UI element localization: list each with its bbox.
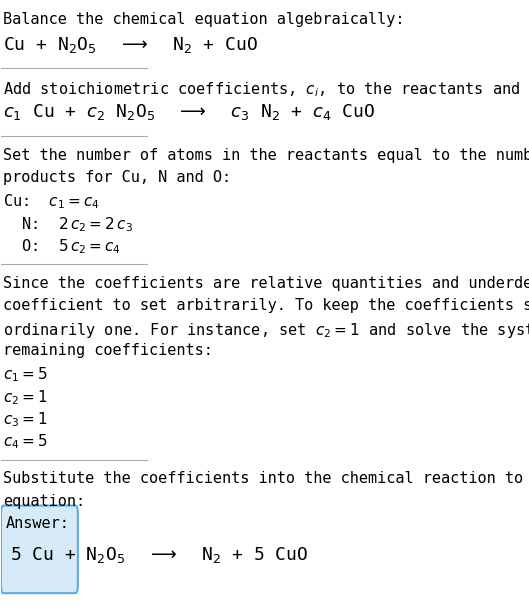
- Text: Substitute the coefficients into the chemical reaction to obtain the balanced: Substitute the coefficients into the che…: [3, 472, 529, 486]
- FancyBboxPatch shape: [1, 506, 78, 593]
- Text: equation:: equation:: [3, 493, 85, 509]
- Text: Set the number of atoms in the reactants equal to the number of atoms in the: Set the number of atoms in the reactants…: [3, 148, 529, 163]
- Text: ordinarily one. For instance, set $c_2 = 1$ and solve the system of equations fo: ordinarily one. For instance, set $c_2 =…: [3, 320, 529, 340]
- Text: $c_1 = 5$: $c_1 = 5$: [3, 365, 48, 384]
- Text: 5 Cu + N$_2$O$_5$  $\longrightarrow$  N$_2$ + 5 CuO: 5 Cu + N$_2$O$_5$ $\longrightarrow$ N$_2…: [10, 545, 308, 565]
- Text: products for Cu, N and O:: products for Cu, N and O:: [3, 170, 231, 185]
- Text: coefficient to set arbitrarily. To keep the coefficients small, the arbitrary va: coefficient to set arbitrarily. To keep …: [3, 299, 529, 313]
- Text: O:  $5\,c_2 = c_4$: O: $5\,c_2 = c_4$: [3, 237, 121, 256]
- Text: $c_3 = 1$: $c_3 = 1$: [3, 410, 48, 429]
- Text: Add stoichiometric coefficients, $c_i$, to the reactants and products:: Add stoichiometric coefficients, $c_i$, …: [3, 80, 529, 99]
- Text: remaining coefficients:: remaining coefficients:: [3, 343, 213, 358]
- Text: $c_1$ Cu + $c_2$ N$_2$O$_5$  $\longrightarrow$  $c_3$ N$_2$ + $c_4$ CuO: $c_1$ Cu + $c_2$ N$_2$O$_5$ $\longrighta…: [3, 103, 375, 123]
- Text: Cu:  $c_1 = c_4$: Cu: $c_1 = c_4$: [3, 192, 100, 211]
- Text: N:  $2\,c_2 = 2\,c_3$: N: $2\,c_2 = 2\,c_3$: [3, 215, 133, 234]
- Text: $c_4 = 5$: $c_4 = 5$: [3, 433, 48, 451]
- Text: Since the coefficients are relative quantities and underdetermined, choose a: Since the coefficients are relative quan…: [3, 276, 529, 291]
- Text: Answer:: Answer:: [6, 517, 70, 531]
- Text: Balance the chemical equation algebraically:: Balance the chemical equation algebraica…: [3, 12, 405, 27]
- Text: $c_2 = 1$: $c_2 = 1$: [3, 388, 48, 407]
- Text: Cu + N$_2$O$_5$  $\longrightarrow$  N$_2$ + CuO: Cu + N$_2$O$_5$ $\longrightarrow$ N$_2$ …: [3, 35, 258, 55]
